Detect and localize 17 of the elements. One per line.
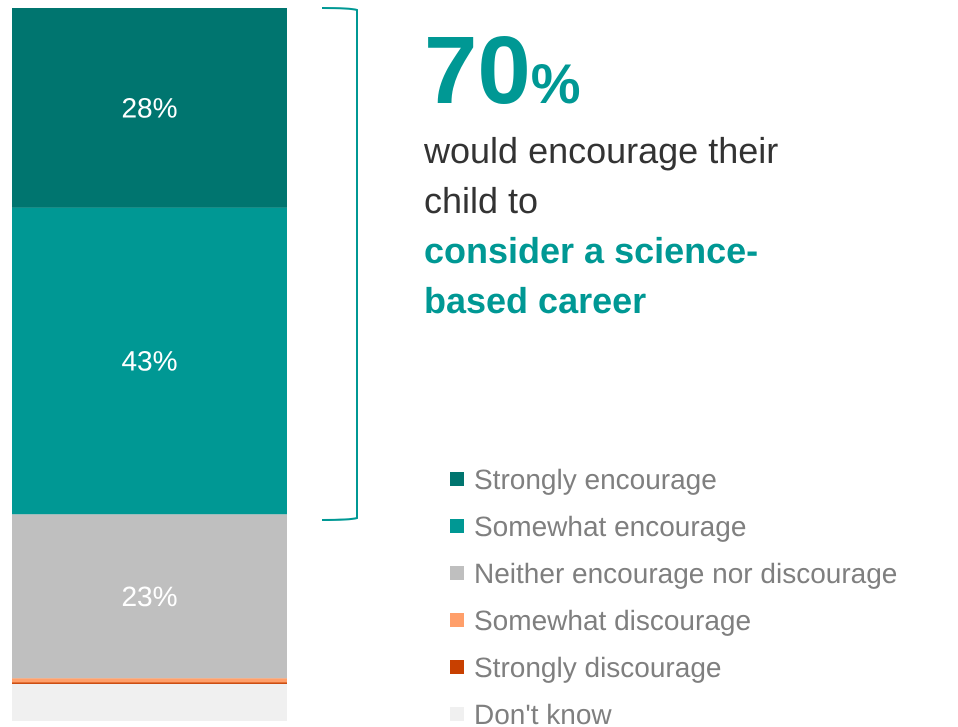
text: consider a science-based career (424, 230, 758, 321)
data-label: 28% (121, 92, 178, 124)
bar (12, 684, 287, 721)
legend-label: Somewhat discourage (474, 604, 752, 636)
legend-label: Somewhat encourage (474, 510, 746, 542)
data-label: 43% (121, 346, 178, 377)
bar (12, 8, 287, 208)
legend-label: Don't know (474, 698, 612, 727)
text: 70% (424, 17, 581, 124)
bar (12, 208, 287, 514)
data-label: 23% (121, 581, 178, 612)
bar (12, 678, 287, 682)
legend-label: Neither encourage nor discourage (474, 558, 898, 589)
bar (12, 514, 287, 678)
legend-label: Strongly discourage (474, 652, 722, 683)
text: would encourage their child to (423, 130, 778, 221)
legend-label: Strongly encourage (474, 464, 717, 495)
